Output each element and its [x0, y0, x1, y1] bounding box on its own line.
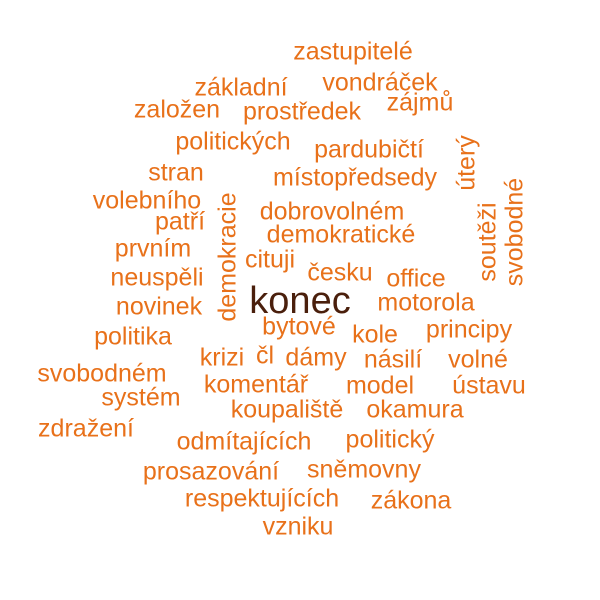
word-vondracek: vondráček	[322, 68, 438, 97]
word-office: office	[386, 264, 446, 293]
word-neuspeli: neuspěli	[110, 263, 204, 292]
word-damy: dámy	[285, 343, 347, 372]
word-cl: čl	[255, 341, 275, 370]
word-svobodne: svobodné	[500, 177, 529, 287]
word-volebniho: volebního	[92, 186, 202, 215]
word-ustavu: ústavu	[452, 371, 526, 400]
word-principy: principy	[425, 315, 513, 344]
word-kole: kole	[352, 320, 398, 349]
word-stran: stran	[148, 158, 204, 187]
word-politickych: politických	[175, 127, 291, 156]
word-zdrazeni: zdražení	[38, 414, 134, 443]
word-politicky: politický	[345, 425, 435, 454]
word-prvnim: prvním	[114, 234, 192, 263]
word-cituji: cituji	[244, 245, 296, 274]
word-okamura: okamura	[366, 395, 464, 424]
word-respektujicich: respektujících	[184, 484, 340, 513]
word-svobodnem: svobodném	[37, 359, 167, 388]
word-volne: volné	[448, 345, 508, 374]
word-cesku: česku	[307, 258, 373, 287]
word-krizi: krizi	[199, 343, 245, 372]
word-nasili: násilí	[363, 345, 423, 374]
word-demokraticke: demokratické	[266, 220, 416, 249]
word-demokracie: demokracie	[213, 192, 242, 322]
word-pardubicti: pardubičtí	[314, 135, 424, 164]
word-zastupitele: zastupitelé	[293, 37, 413, 66]
word-novinek: novinek	[115, 292, 203, 321]
word-zalozen: založen	[133, 95, 221, 124]
word-konec: konec	[249, 280, 351, 322]
word-soutezi: soutěži	[473, 202, 502, 282]
word-koupaliste: koupaliště	[230, 395, 344, 424]
word-bytove: bytové	[262, 312, 336, 341]
word-dobrovolnem: dobrovolném	[259, 197, 405, 226]
word-vzniku: vzniku	[262, 512, 334, 541]
word-patri: patří	[154, 207, 206, 236]
word-zajmu: zájmů	[386, 88, 454, 117]
word-komentar: komentář	[203, 370, 309, 399]
word-model: model	[345, 371, 415, 400]
word-zakona: zákona	[370, 486, 452, 515]
word-snemovny: sněmovny	[307, 455, 421, 484]
word-motorola: motorola	[377, 288, 475, 317]
word-zakladni: základní	[194, 73, 288, 102]
word-prostredek: prostředek	[242, 97, 362, 126]
word-utery: úterý	[452, 135, 481, 191]
word-politika: politika	[94, 322, 172, 351]
word-mistopredsedy: místopředsedy	[273, 163, 437, 192]
word-prosazovani: prosazování	[142, 457, 280, 486]
word-odmitajicich: odmítajících	[176, 427, 312, 456]
word-system: systém	[101, 383, 181, 412]
